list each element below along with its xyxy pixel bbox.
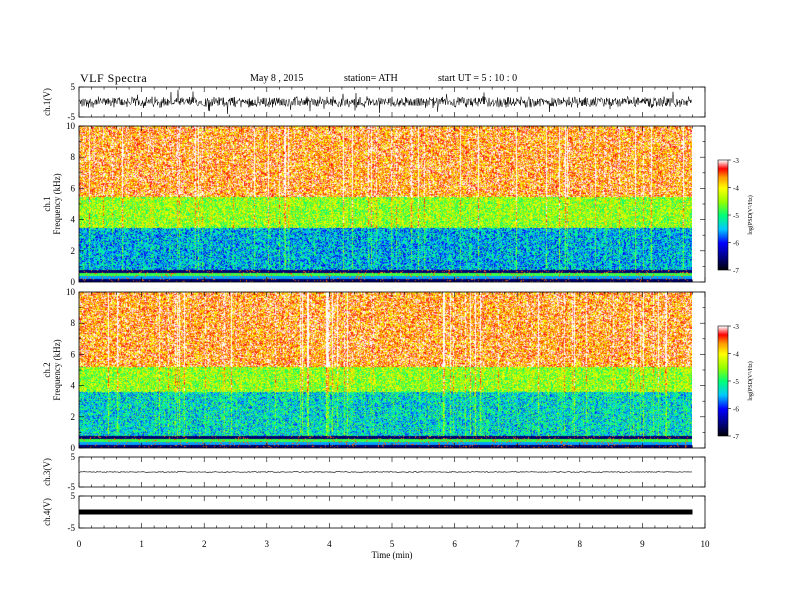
y-tick-label: 5 [71, 452, 76, 462]
ch1-spectrogram-ylabel: Frequency (kHz) [52, 173, 62, 234]
labels-layer: 5-5ch.1(V)-3-4-5-6-7log(PSD(V²/Hz)024681… [42, 82, 754, 560]
colorbar-tick-label: -6 [733, 240, 739, 248]
ch4-waveform-ylabel: ch.4(V) [42, 498, 52, 526]
y-tick-label: -5 [68, 112, 76, 122]
waveform-layer [78, 89, 693, 515]
x-axis-label: Time (min) [372, 550, 413, 560]
header-date: May 8 , 2015 [250, 73, 304, 84]
ch3-waveform-ylabel: ch.3(V) [42, 458, 52, 486]
y-tick-label: 10 [66, 287, 76, 297]
y-tick-label: 0 [71, 443, 76, 453]
header-start-time: start UT = 5 : 10 : 0 [438, 73, 518, 84]
x-tick-label: 7 [515, 539, 520, 549]
ch2-spectrogram-image [79, 292, 692, 448]
x-tick-label: 8 [578, 539, 583, 549]
x-tick-label: 5 [390, 539, 395, 549]
y-tick-label: 8 [71, 318, 76, 328]
x-tick-label: 9 [640, 539, 645, 549]
y-tick-label: 4 [71, 381, 76, 391]
ch2-spectrogram-colorbar [718, 326, 728, 436]
y-tick-label: 5 [71, 82, 76, 92]
colorbar-tick-label: -7 [733, 433, 739, 441]
x-tick-label: 10 [701, 539, 711, 549]
ch1-spectrogram-colorbar [718, 160, 728, 270]
ch3-waveform-trace [78, 471, 693, 473]
y-tick-label: 10 [66, 121, 76, 131]
colorbar-tick-label: -6 [733, 406, 739, 414]
colorbar-tick-label: -7 [733, 267, 739, 275]
colorbar-tick-label: -3 [733, 323, 739, 331]
colorbar-label: log(PSD(V²/Hz) [747, 195, 754, 234]
x-tick-label: 1 [139, 539, 144, 549]
y-tick-label: 6 [71, 349, 76, 359]
x-tick-label: 4 [327, 539, 332, 549]
colorbar-tick-label: -4 [733, 351, 739, 359]
y-tick-label: 4 [71, 215, 76, 225]
y-tick-label: 2 [71, 412, 76, 422]
ch1-waveform-trace [78, 89, 693, 114]
colorbar-tick-label: -4 [733, 185, 739, 193]
colorbar-tick-label: -3 [733, 157, 739, 165]
ch1-spectrogram-image [79, 126, 692, 282]
y-tick-label: -5 [68, 523, 76, 533]
y-tick-label: 8 [71, 152, 76, 162]
header-station: station= ATH [344, 73, 398, 84]
ch2-spectrogram-ylabel: Frequency (kHz) [52, 339, 62, 400]
ch1-spectrogram-ylabel: ch.1 [42, 196, 52, 211]
spectrogram-layer [79, 126, 728, 448]
y-tick-label: 0 [71, 277, 76, 287]
y-tick-label: 2 [71, 246, 76, 256]
colorbar-tick-label: -5 [733, 212, 739, 220]
x-tick-label: 6 [452, 539, 457, 549]
ch2-spectrogram-ylabel: ch.2 [42, 362, 52, 377]
y-tick-label: 5 [71, 491, 76, 501]
y-tick-label: -5 [68, 482, 76, 492]
y-tick-label: 6 [71, 183, 76, 193]
header-title: VLF Spectra [80, 71, 148, 85]
colorbar-label: log(PSD(V²/Hz) [747, 361, 754, 400]
axes-layer [78, 86, 731, 529]
x-tick-label: 0 [77, 539, 82, 549]
x-tick-label: 3 [265, 539, 270, 549]
colorbar-tick-label: -5 [733, 378, 739, 386]
ch4-waveform-trace [79, 509, 693, 515]
ch1-waveform-ylabel: ch.1(V) [42, 88, 52, 116]
x-tick-label: 2 [202, 539, 207, 549]
